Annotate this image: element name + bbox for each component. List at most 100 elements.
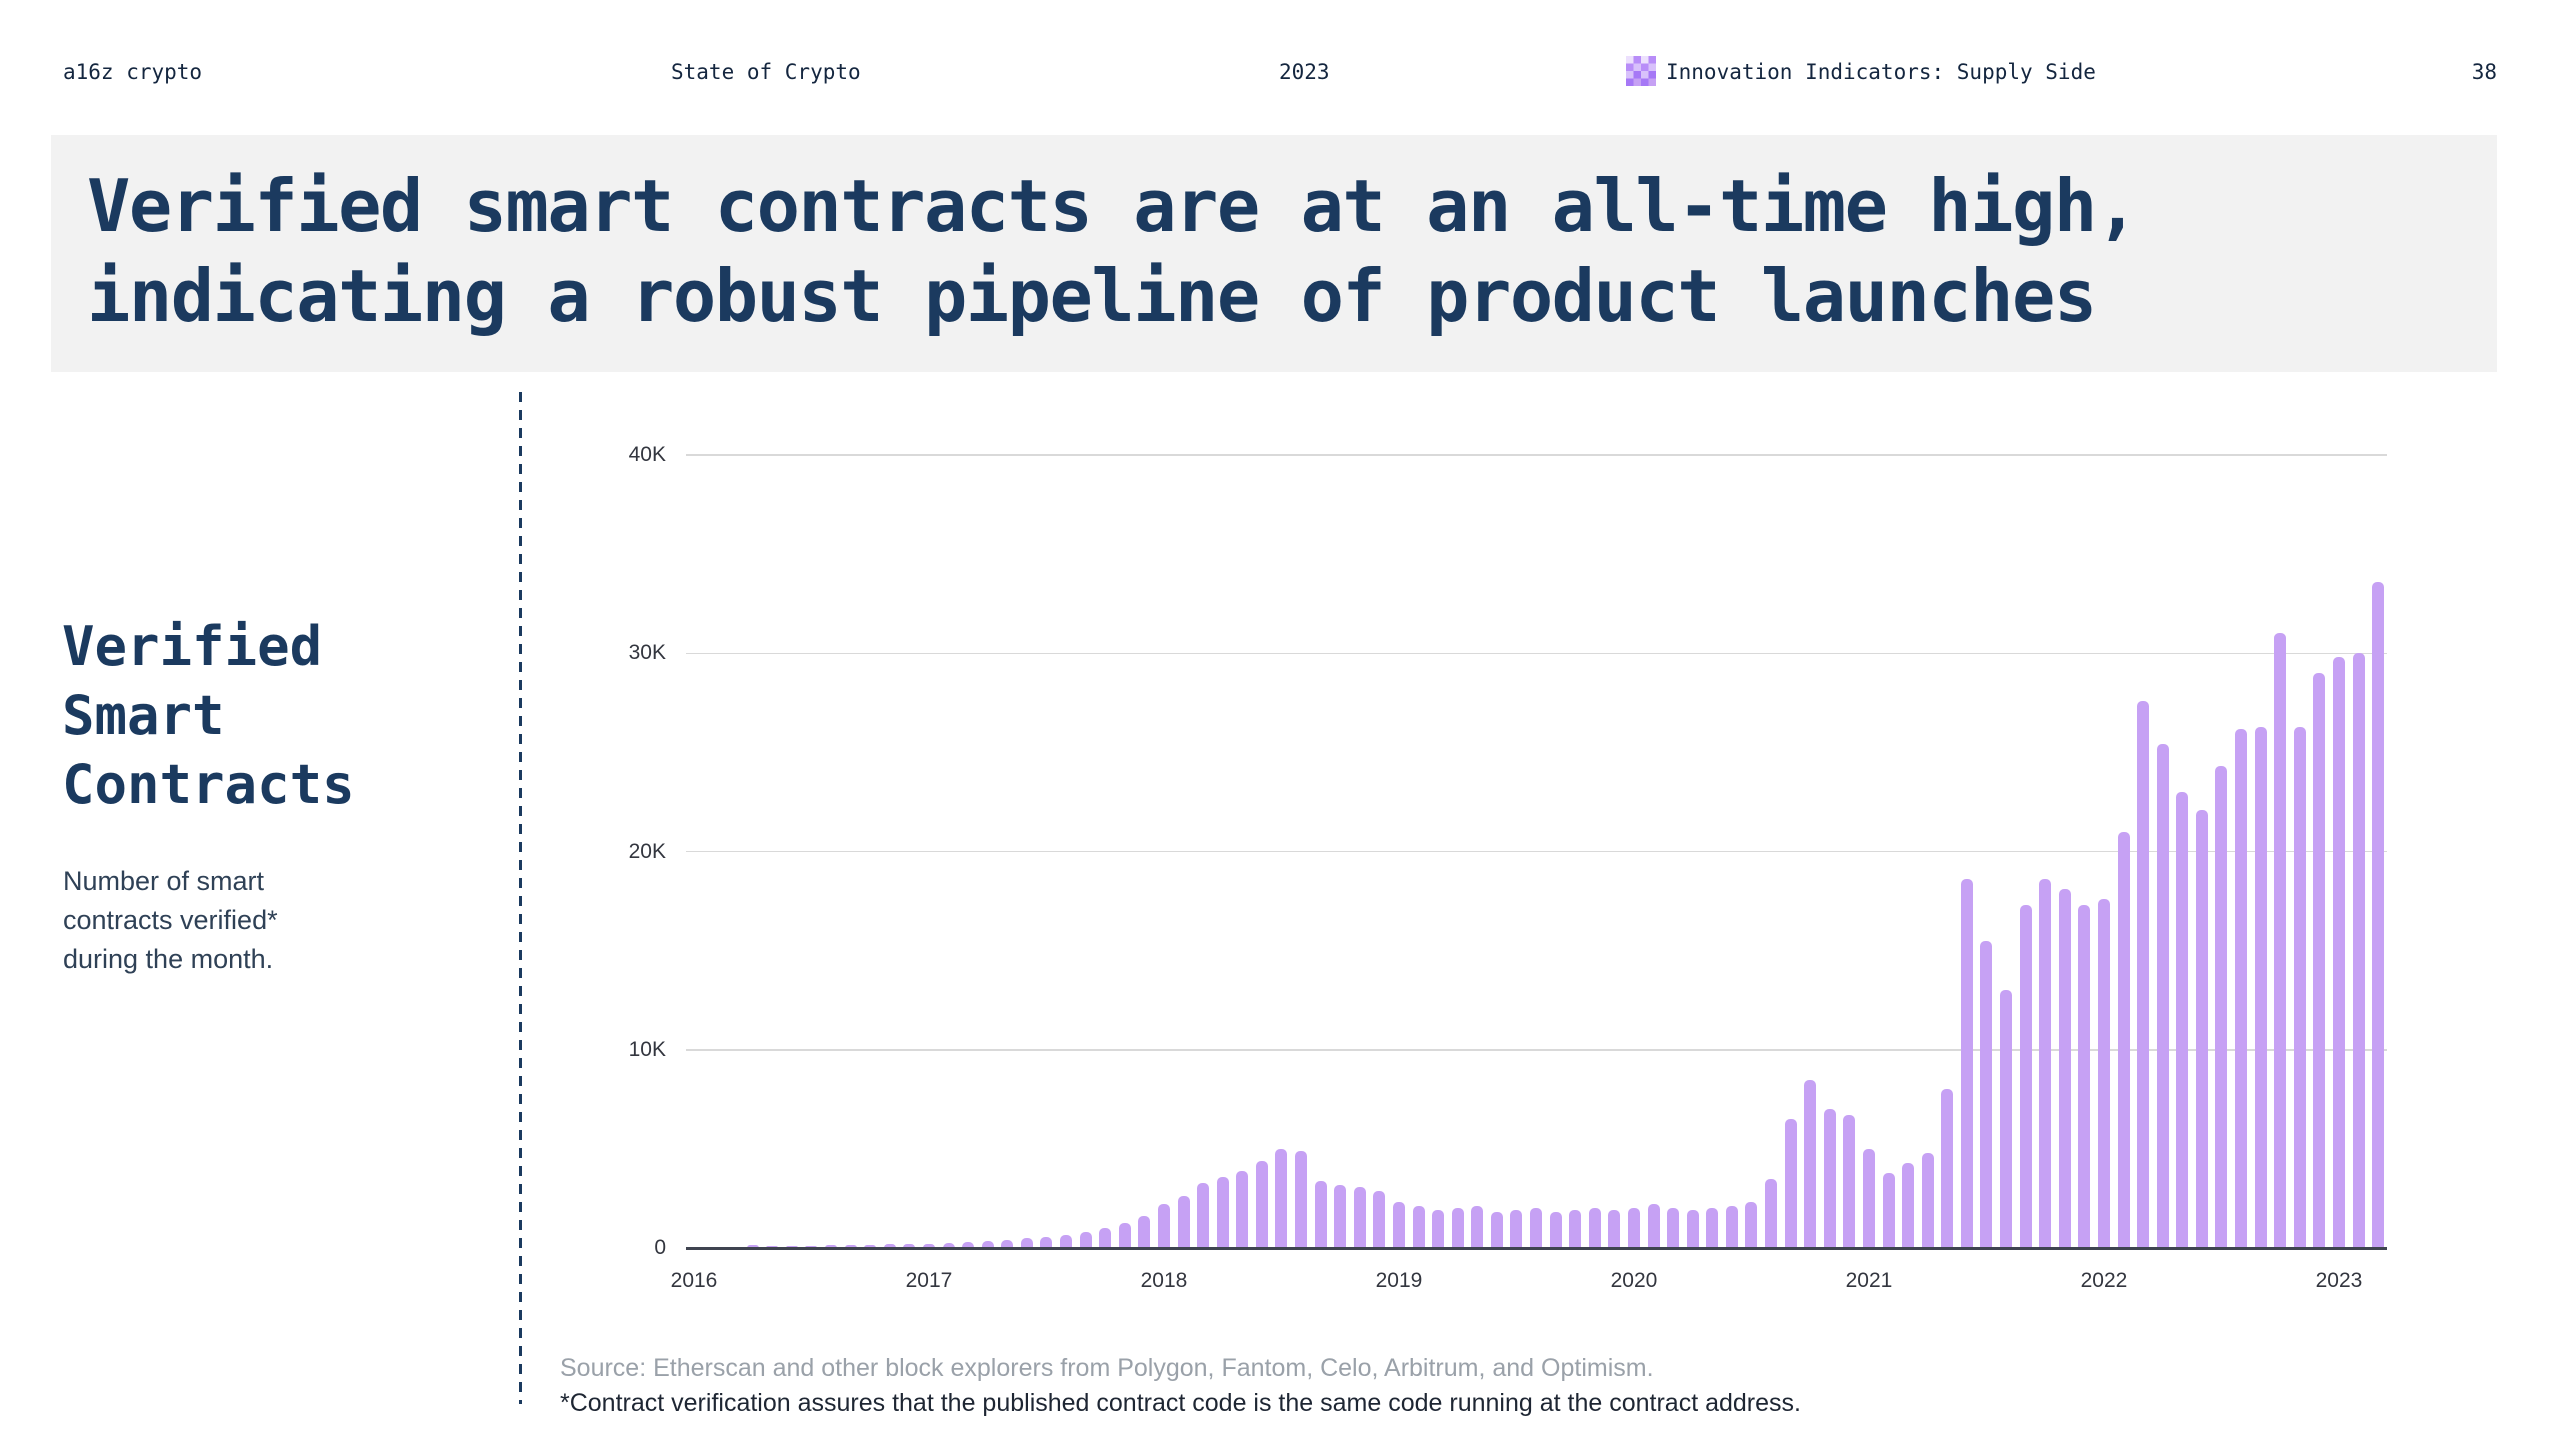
bar-month: [1334, 1184, 1347, 1248]
bar-month: [1569, 1210, 1582, 1248]
bar-month: [2137, 700, 2150, 1248]
bar-month: [1079, 1232, 1092, 1248]
y-tick-label: 0: [654, 1236, 666, 1259]
bar-month: [1255, 1160, 1268, 1248]
x-tick-label: 2016: [670, 1269, 718, 1292]
header-report-title: State of Crypto: [671, 60, 861, 84]
header-year: 2023: [1279, 60, 1330, 84]
y-tick-label: 30K: [628, 641, 666, 665]
bar-month: [1490, 1212, 1503, 1248]
bar-month: [1921, 1152, 1934, 1248]
bar-month: [1138, 1216, 1151, 1248]
bar-month: [1157, 1204, 1170, 1248]
bar-month: [2215, 766, 2228, 1248]
bar-month: [1432, 1210, 1445, 1248]
bar-month: [1451, 1208, 1464, 1248]
bar-month: [2000, 990, 2013, 1248]
bar-month: [2039, 879, 2052, 1248]
x-tick-label: 2018: [1140, 1269, 1188, 1292]
bar-month: [1040, 1236, 1053, 1248]
x-tick-label: 2020: [1610, 1269, 1658, 1292]
bar-month: [981, 1241, 994, 1248]
bar-month: [1275, 1148, 1288, 1248]
gridline: [686, 454, 2387, 456]
bar-month: [1647, 1204, 1660, 1248]
bar-month: [1941, 1089, 1954, 1248]
bar-month: [1373, 1190, 1386, 1248]
bar-month: [1236, 1170, 1249, 1248]
bar-month: [2274, 633, 2287, 1248]
bar-month: [1060, 1235, 1073, 1248]
bar-month: [1804, 1079, 1817, 1248]
bar-month: [2078, 905, 2091, 1248]
y-tick-label: 10K: [628, 1037, 666, 1061]
bar-month: [1530, 1208, 1543, 1248]
bar-month: [2293, 726, 2306, 1248]
bar-month: [1823, 1109, 1836, 1248]
bar-month: [1960, 879, 1973, 1248]
bar-month: [1725, 1206, 1738, 1248]
x-axis-labels: 2016 2017 2018 2019 2020 2021 2022 2023: [671, 1267, 2387, 1299]
bar-month: [1099, 1228, 1112, 1248]
x-tick-label: 2021: [1845, 1269, 1893, 1292]
bar-month: [1216, 1176, 1229, 1248]
bar-month: [2019, 905, 2032, 1248]
bar-month: [1197, 1182, 1210, 1248]
bar-month: [1980, 940, 1993, 1248]
x-tick-label: 2019: [1375, 1269, 1423, 1292]
bar-month: [1353, 1186, 1366, 1248]
dashed-divider: [519, 392, 522, 1404]
x-axis-line: [686, 1246, 2387, 1250]
y-tick-label: 20K: [628, 839, 666, 863]
bar-month: [2254, 726, 2267, 1248]
bar-month: [1667, 1208, 1680, 1248]
bar-month: [2156, 744, 2169, 1248]
bar-month: [962, 1242, 975, 1248]
dither-grid-icon: [1626, 56, 1656, 86]
x-tick-label: 2022: [2080, 1269, 2128, 1292]
bar-month: [1882, 1172, 1895, 1248]
bar-month: [1608, 1210, 1621, 1248]
plot-area: [686, 454, 2387, 1250]
bar-month: [2117, 831, 2130, 1248]
bar-month: [2097, 899, 2110, 1248]
bar-month: [1314, 1180, 1327, 1248]
footnote-note: *Contract verification assures that the …: [560, 1389, 1801, 1417]
bar-month: [1843, 1115, 1856, 1248]
bar-month: [2352, 653, 2365, 1248]
x-tick-label: 2023: [2315, 1269, 2363, 1292]
chart-panel-description: Number of smart contracts verified* duri…: [63, 866, 278, 974]
header-brand: a16z crypto: [63, 60, 203, 84]
bar-month: [1001, 1239, 1014, 1248]
bar-month: [1765, 1178, 1778, 1248]
gridline: [686, 652, 2387, 654]
bar-month: [922, 1243, 935, 1248]
header-page-number: 38: [2471, 60, 2497, 84]
bar-month: [2195, 809, 2208, 1248]
bar-month: [1471, 1206, 1484, 1248]
bar-month: [2058, 889, 2071, 1248]
bar-month: [1020, 1238, 1033, 1248]
title-band: Verified smart contracts are at an all-t…: [51, 135, 2497, 372]
x-tick-label: 2017: [905, 1269, 953, 1292]
footnote-source: Source: Etherscan and other block explor…: [560, 1354, 1654, 1382]
gridline: [686, 1049, 2387, 1051]
bar-month: [2332, 657, 2345, 1248]
bar-month: [1549, 1212, 1562, 1248]
bar-month: [1862, 1148, 1875, 1248]
bar-month: [903, 1244, 916, 1248]
bar-month: [1295, 1150, 1308, 1248]
bar-month: [2372, 581, 2385, 1248]
y-tick-label: 40K: [628, 443, 666, 466]
bar-month: [883, 1244, 896, 1248]
bar-month: [1392, 1202, 1405, 1248]
bar-month: [1686, 1210, 1699, 1248]
bar-month: [1706, 1208, 1719, 1248]
chart-panel-heading: Verified Smart Contracts: [62, 615, 355, 816]
bar-month: [844, 1244, 857, 1248]
bar-month: [1588, 1208, 1601, 1248]
bar-month: [1510, 1210, 1523, 1248]
bar-month: [1745, 1202, 1758, 1248]
bar-month: [2176, 792, 2189, 1248]
bar-month: [942, 1243, 955, 1248]
